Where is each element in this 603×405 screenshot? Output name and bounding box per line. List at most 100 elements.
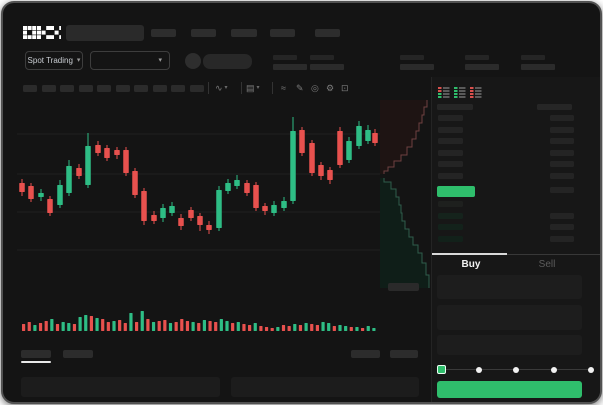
candle (178, 214, 184, 230)
interval-button-1[interactable] (23, 85, 37, 92)
volume-bar (185, 321, 190, 331)
candle (253, 182, 259, 211)
indicator-wave-icon: ∿ (215, 83, 223, 93)
pencil-icon[interactable]: ✎ (296, 83, 304, 93)
nav-item-placeholder-2[interactable] (191, 29, 216, 37)
volume-bar (38, 323, 43, 331)
nav-item-placeholder-5[interactable] (315, 29, 340, 37)
ask-price-bar (438, 173, 463, 179)
volume-bar (106, 322, 110, 331)
nav-item-placeholder-3[interactable] (231, 29, 257, 37)
pair-selector-dropdown[interactable]: ▾ (90, 51, 170, 70)
volume-bar (84, 315, 88, 331)
volume-bar (202, 320, 206, 331)
fullscreen-icon[interactable]: ⊡ (341, 83, 349, 93)
settings-icon[interactable]: ⚙ (326, 83, 335, 93)
volume-bar (298, 325, 303, 331)
candle (85, 133, 91, 188)
candle (95, 141, 101, 156)
bottom-tab-right-2[interactable] (390, 350, 418, 358)
volume-bar (327, 323, 331, 331)
camera-icon[interactable]: ◎ (311, 83, 319, 93)
volume-bar (61, 322, 65, 331)
interval-button-8[interactable] (152, 85, 167, 92)
candle (244, 180, 250, 196)
bottom-tab-left-2[interactable] (63, 350, 93, 358)
volume-bar (287, 326, 291, 331)
tab-sell[interactable]: Sell (538, 259, 556, 270)
tab-buy[interactable]: Buy (461, 259, 481, 270)
slider-handle[interactable] (436, 365, 446, 374)
interval-button-10[interactable] (189, 85, 204, 92)
line-icon[interactable]: ≈ (281, 83, 286, 93)
interval-button-6[interactable] (115, 85, 130, 92)
volume-bar (101, 319, 105, 331)
book-bids-icon[interactable] (454, 85, 466, 98)
interval-button-2[interactable] (41, 85, 56, 92)
order-form-field-2[interactable] (437, 305, 582, 330)
stat-value-bar (465, 64, 499, 70)
volume-bar (372, 328, 376, 331)
ask-amount-bar (550, 161, 574, 168)
stat-label-bar (400, 55, 424, 60)
toolbar-divider (208, 82, 209, 94)
bid-price-bar (438, 224, 463, 230)
volume-bar (180, 319, 184, 331)
interval-button-9[interactable] (171, 85, 185, 92)
bottom-panel-1 (21, 377, 220, 397)
slider-stop[interactable] (475, 366, 482, 373)
interval-button-7[interactable] (134, 85, 148, 92)
ask-amount-bar (550, 149, 574, 156)
volume-bar (135, 322, 139, 331)
ask-price-bar (438, 161, 463, 168)
slider-stop[interactable] (588, 366, 594, 373)
slider-stop[interactable] (513, 366, 519, 373)
search-input[interactable] (66, 25, 144, 41)
toolbar-divider (241, 82, 242, 94)
volume-bar (129, 313, 133, 331)
nav-item-placeholder-1[interactable] (151, 29, 176, 37)
volume-bar (67, 323, 71, 331)
interval-button-5[interactable] (97, 85, 111, 92)
volume-bar (236, 322, 240, 331)
book-both-icon[interactable] (438, 85, 450, 98)
avatar[interactable] (185, 53, 201, 69)
bottom-tab-right-1[interactable] (351, 350, 380, 358)
stat-value-bar (521, 64, 555, 70)
candle (337, 127, 343, 168)
chevron-down-icon: ▾ (158, 57, 162, 64)
nav-item-placeholder-4[interactable] (270, 29, 295, 37)
ask-price-bar (438, 149, 463, 156)
slider-stop[interactable] (550, 366, 557, 373)
stat-label-bar (310, 55, 334, 60)
volume-bar (276, 327, 280, 331)
price-chart-canvas[interactable] (3, 98, 380, 338)
ob-header-left (437, 104, 473, 110)
volume-bar (270, 328, 274, 331)
volume-bar (118, 320, 122, 331)
volume-bar (55, 324, 60, 331)
volume-bar (349, 327, 353, 331)
order-form-field-3[interactable] (437, 335, 582, 355)
active-tab-underline (21, 361, 51, 363)
bottom-tab-left-1[interactable] (21, 350, 51, 358)
last-price-badge (437, 186, 475, 197)
chart-type-grid-dropdown[interactable]: ▤ ▾ (246, 82, 260, 94)
market-type-dropdown[interactable]: Spot Trading ▾ (25, 51, 83, 70)
book-asks-icon[interactable] (470, 85, 482, 98)
volume-bar (293, 324, 297, 331)
buy-submit-button[interactable] (437, 381, 582, 398)
interval-button-3[interactable] (60, 85, 74, 92)
tab-divider (507, 254, 600, 255)
volume-bar (344, 326, 348, 331)
account-chip[interactable] (203, 54, 252, 69)
indicator-wave-dropdown[interactable]: ∿ ▾ (215, 82, 228, 94)
volume-bar (304, 323, 308, 331)
candle (38, 189, 44, 201)
order-form-field-1[interactable] (437, 275, 582, 299)
chart-footer-chip[interactable] (388, 283, 419, 291)
ask-amount-bar (550, 138, 574, 145)
volume-bar (366, 326, 370, 331)
interval-button-4[interactable] (78, 85, 93, 92)
stat-label-bar (273, 55, 297, 60)
